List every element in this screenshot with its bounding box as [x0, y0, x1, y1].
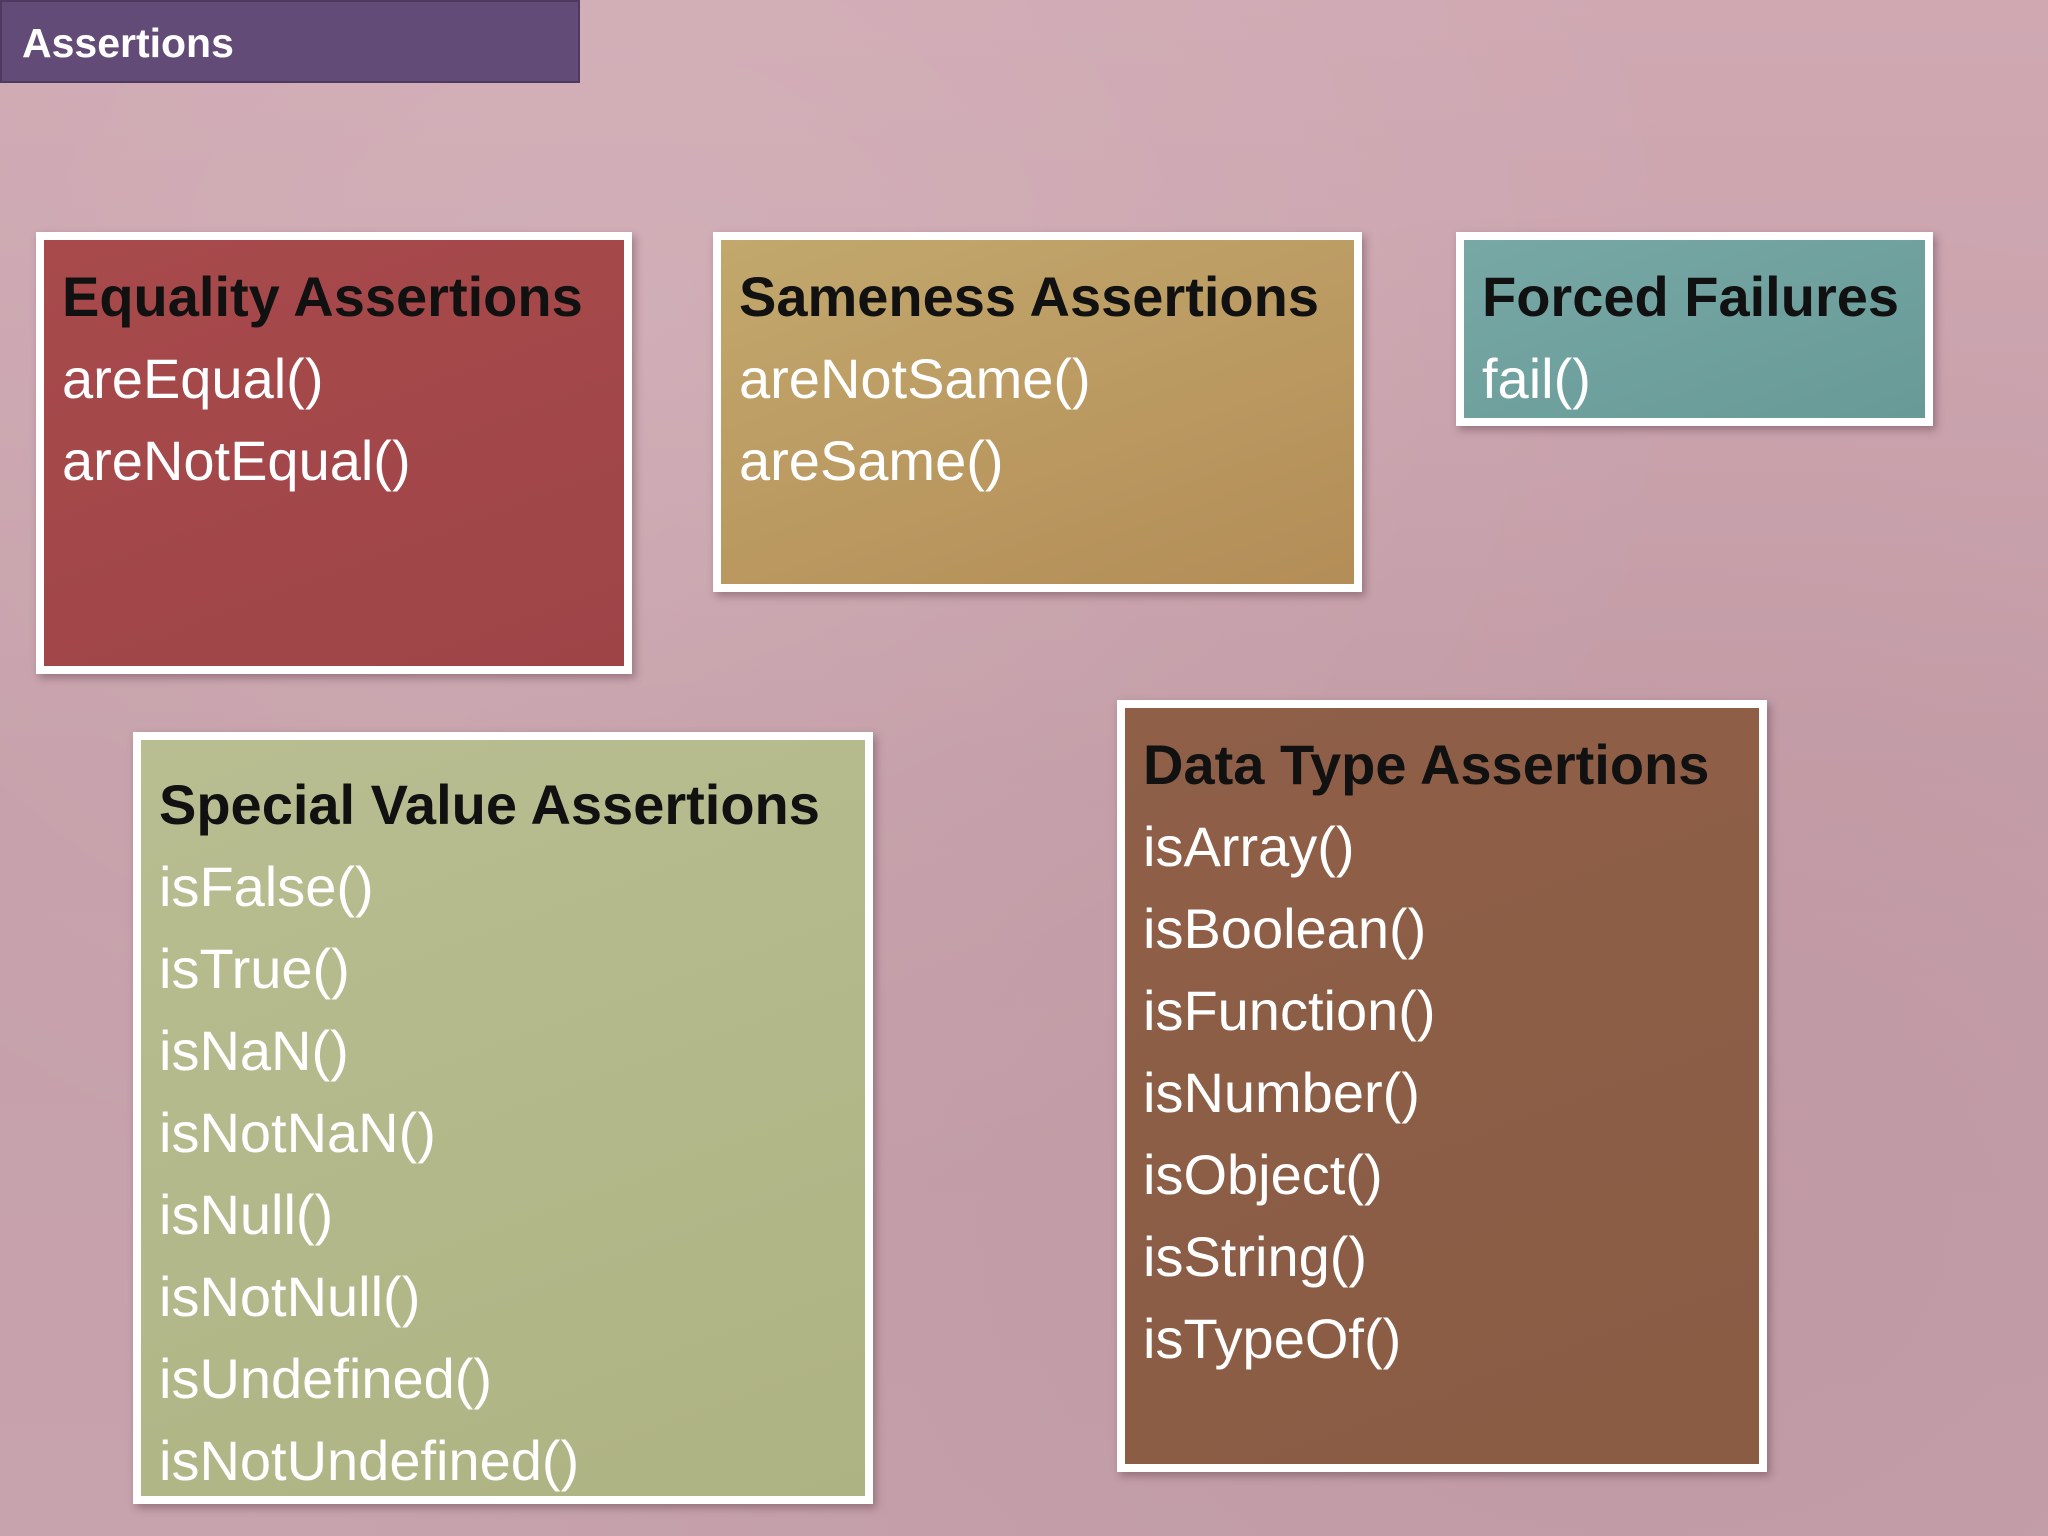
list-item: areNotSame(): [739, 347, 1091, 410]
list-item: isArray(): [1143, 815, 1355, 878]
list-item: areEqual(): [62, 347, 324, 410]
equality-assertions-box: Equality Assertions areEqual() areNotEqu…: [36, 232, 632, 674]
special-value-assertions-box: Special Value Assertions isFalse() isTru…: [133, 732, 873, 1504]
equality-assertions-heading: Equality Assertions: [62, 265, 583, 328]
list-item: isNotNaN(): [159, 1101, 436, 1164]
sameness-assertions-list: areNotSame() areSame(): [739, 338, 1336, 502]
special-value-assertions-list: isFalse() isTrue() isNaN() isNotNaN() is…: [159, 846, 847, 1502]
list-item: isUndefined(): [159, 1347, 493, 1410]
data-type-assertions-box: Data Type Assertions isArray() isBoolean…: [1117, 700, 1767, 1472]
list-item: isFunction(): [1143, 979, 1436, 1042]
equality-assertions-list: areEqual() areNotEqual(): [62, 338, 606, 502]
list-item: areSame(): [739, 429, 1004, 492]
forced-failures-box: Forced Failures fail(): [1456, 232, 1933, 426]
list-item: areNotEqual(): [62, 429, 411, 492]
forced-failures-list: fail(): [1482, 338, 1907, 420]
list-item: isTrue(): [159, 937, 350, 1000]
list-item: isString(): [1143, 1225, 1368, 1288]
list-item: isFalse(): [159, 855, 374, 918]
forced-failures-heading: Forced Failures: [1482, 265, 1900, 328]
sameness-assertions-box: Sameness Assertions areNotSame() areSame…: [713, 232, 1362, 592]
list-item: isBoolean(): [1143, 897, 1427, 960]
data-type-assertions-heading: Data Type Assertions: [1143, 733, 1710, 796]
special-value-assertions-heading: Special Value Assertions: [159, 773, 820, 836]
data-type-assertions-list: isArray() isBoolean() isFunction() isNum…: [1143, 806, 1741, 1380]
list-item: isNumber(): [1143, 1061, 1420, 1124]
slide-title: Assertions: [0, 0, 580, 83]
list-item: isNaN(): [159, 1019, 349, 1082]
list-item: isTypeOf(): [1143, 1307, 1402, 1370]
list-item: isNull(): [159, 1183, 334, 1246]
list-item: isObject(): [1143, 1143, 1383, 1206]
list-item: isNotNull(): [159, 1265, 421, 1328]
sameness-assertions-heading: Sameness Assertions: [739, 265, 1319, 328]
list-item: fail(): [1482, 347, 1591, 410]
list-item: isNotUndefined(): [159, 1429, 580, 1492]
